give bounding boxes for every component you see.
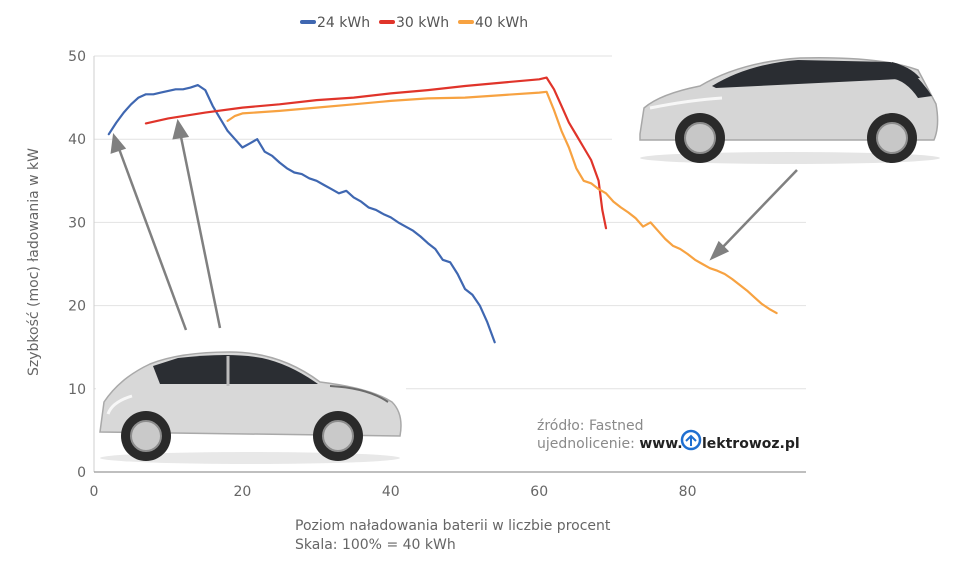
y-tick-label: 10 [68,382,86,398]
series-line-24-kwh [107,84,496,344]
arrow-to-24kwh-curve [116,145,188,331]
x-tick-labels: 0 20 40 60 80 [90,484,697,500]
y-tick-label: 0 [77,465,86,481]
legend-label: 24 kWh [317,15,370,31]
car-image-new-leaf [612,44,942,170]
source-line-1: źródło: Fastned [537,418,643,434]
x-tick-label: 0 [90,484,99,500]
y-axis-title: Szybkość (moc) ładowania w kW [26,148,42,376]
source-line-2: ujednolicenie: www. [537,436,683,452]
source-line-2-prefix: ujednolicenie: [537,436,635,452]
x-axis-subtitle: Skala: 100% = 40 kWh [295,537,456,553]
y-tick-label: 40 [68,132,86,148]
brand-www: www. [639,436,682,452]
car-image-old-leaf [96,345,406,465]
x-axis-title: Poziom naładowania baterii w liczbie pro… [295,518,611,534]
x-tick-label: 60 [530,484,548,500]
brand-name: lektrowoz.pl [702,436,800,452]
elektrowoz-logo-icon [680,429,702,451]
x-tick-label: 40 [382,484,400,500]
series-line-40-kwh [226,90,778,315]
pointer-arrows [110,118,798,331]
x-tick-label: 20 [233,484,251,500]
arrow-to-30kwh-curve [178,131,222,329]
arrow-head-icon [110,132,127,154]
y-tick-label: 50 [68,49,86,65]
y-tick-label: 20 [68,299,86,315]
arrow-to-40kwh-curve [719,169,798,251]
arrow-head-icon [172,118,190,140]
y-tick-labels: 0 10 20 30 40 50 [68,49,86,481]
legend-label: 40 kWh [475,15,528,31]
legend: 24 kWh 30 kWh 40 kWh [300,15,528,31]
series-lines [107,76,778,344]
series-line-30-kwh [144,76,608,230]
y-tick-label: 30 [68,215,86,231]
arrow-head-icon [709,240,730,261]
x-tick-label: 80 [679,484,697,500]
legend-label: 30 kWh [396,15,449,31]
